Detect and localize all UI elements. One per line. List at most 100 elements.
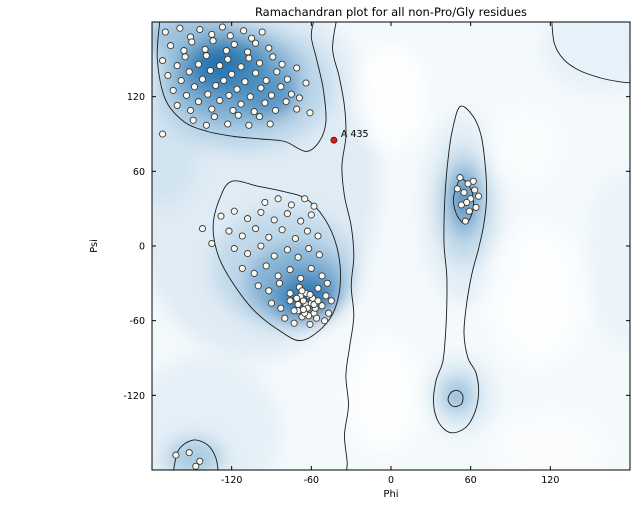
scatter-point	[475, 192, 483, 200]
scatter-point	[305, 244, 313, 253]
scatter-point	[222, 47, 230, 55]
scatter-point	[278, 226, 286, 234]
scatter-point	[237, 100, 245, 108]
scatter-point	[167, 42, 175, 50]
scatter-point	[186, 106, 195, 114]
scatter-point	[220, 76, 228, 85]
scatter-point	[202, 121, 210, 129]
scatter-point	[246, 93, 254, 101]
scatter-point	[173, 101, 181, 109]
scatter-point	[322, 292, 330, 300]
density-blob	[490, 407, 611, 470]
scatter-point	[216, 62, 224, 70]
scatter-point	[261, 99, 269, 107]
scatter-point	[226, 32, 234, 40]
scatter-point	[257, 242, 265, 250]
scatter-point	[182, 91, 191, 99]
scatter-point	[196, 25, 204, 34]
x-tick-label: 0	[388, 475, 394, 486]
scatter-point	[225, 91, 233, 99]
scatter-point	[265, 44, 273, 52]
scatter-point	[262, 262, 270, 270]
y-tick-label: 60	[133, 167, 145, 178]
scatter-point	[225, 227, 233, 235]
contour-right-band-outer	[432, 105, 488, 434]
scatter-point	[325, 309, 333, 317]
scatter-point	[189, 116, 197, 124]
scatter-point	[314, 297, 322, 305]
scatter-point	[469, 177, 477, 185]
scatter-point	[293, 294, 301, 302]
scatter-point	[201, 45, 209, 53]
scatter-point	[314, 232, 322, 240]
scatter-point	[318, 302, 326, 310]
scatter-point	[198, 75, 207, 83]
scatter-point	[196, 457, 204, 465]
scatter-point	[314, 284, 322, 292]
scatter-point	[321, 317, 329, 325]
density-blob	[484, 102, 564, 190]
scatter-point	[283, 246, 291, 254]
x-tick-label: 60	[465, 475, 477, 486]
density-blob	[344, 333, 425, 458]
scatter-point	[245, 54, 253, 62]
scatter-point	[181, 53, 189, 61]
x-tick-label: -120	[221, 475, 243, 486]
scatter-point	[159, 57, 167, 65]
scatter-point	[315, 251, 323, 259]
scatter-point	[164, 71, 172, 80]
scatter-point	[218, 23, 226, 31]
scatter-point	[169, 86, 177, 94]
x-axis-label: Phi	[383, 489, 398, 500]
density-blob	[194, 45, 243, 78]
scatter-point	[267, 91, 276, 99]
scatter-point	[176, 24, 184, 32]
density-blob	[543, 22, 630, 91]
scatter-point	[234, 111, 242, 119]
scatter-point	[224, 120, 232, 128]
scatter-point	[274, 195, 282, 203]
scatter-point	[237, 63, 245, 71]
scatter-point	[216, 96, 224, 104]
scatter-point	[185, 68, 193, 76]
outlier-point	[330, 136, 338, 144]
scatter-point	[465, 207, 473, 215]
scatter-point	[244, 48, 252, 56]
scatter-point	[185, 449, 193, 457]
scatter-point	[265, 287, 273, 295]
contour-top-right	[551, 22, 630, 84]
scatter-point	[267, 299, 276, 307]
density-blob	[152, 358, 279, 470]
scatter-point	[244, 249, 252, 258]
scatter-point	[295, 94, 303, 102]
scatter-point	[271, 106, 280, 114]
scatter-point	[228, 70, 236, 78]
y-tick-label: 0	[139, 242, 145, 253]
y-tick-label: -60	[129, 316, 145, 327]
contour-bottom-left-bump	[173, 439, 219, 470]
scatter-point	[192, 462, 200, 470]
outlier-label: A 435	[341, 129, 369, 140]
scatter-point	[230, 207, 238, 215]
scatter-point	[238, 232, 246, 240]
scatter-point	[270, 252, 278, 260]
scatter-point	[212, 81, 220, 90]
scatter-point	[293, 64, 301, 72]
scatter-point	[230, 244, 238, 253]
scatter-point	[274, 272, 282, 280]
scatter-point	[172, 451, 180, 459]
scatter-point	[252, 39, 260, 47]
scatter-point	[270, 216, 278, 224]
scatter-point	[198, 225, 207, 233]
scatter-point	[307, 264, 315, 272]
y-axis-label: Psi	[89, 239, 100, 253]
scatter-point	[204, 90, 212, 98]
scatter-point	[209, 37, 217, 45]
scatter-point	[241, 78, 249, 86]
scatter-point	[202, 52, 210, 60]
scatter-point	[460, 188, 468, 197]
y-tick-label: 120	[127, 92, 145, 103]
scatter-point	[298, 287, 306, 295]
contour-bottom-right-inner	[447, 389, 464, 408]
scatter-point	[252, 69, 260, 77]
